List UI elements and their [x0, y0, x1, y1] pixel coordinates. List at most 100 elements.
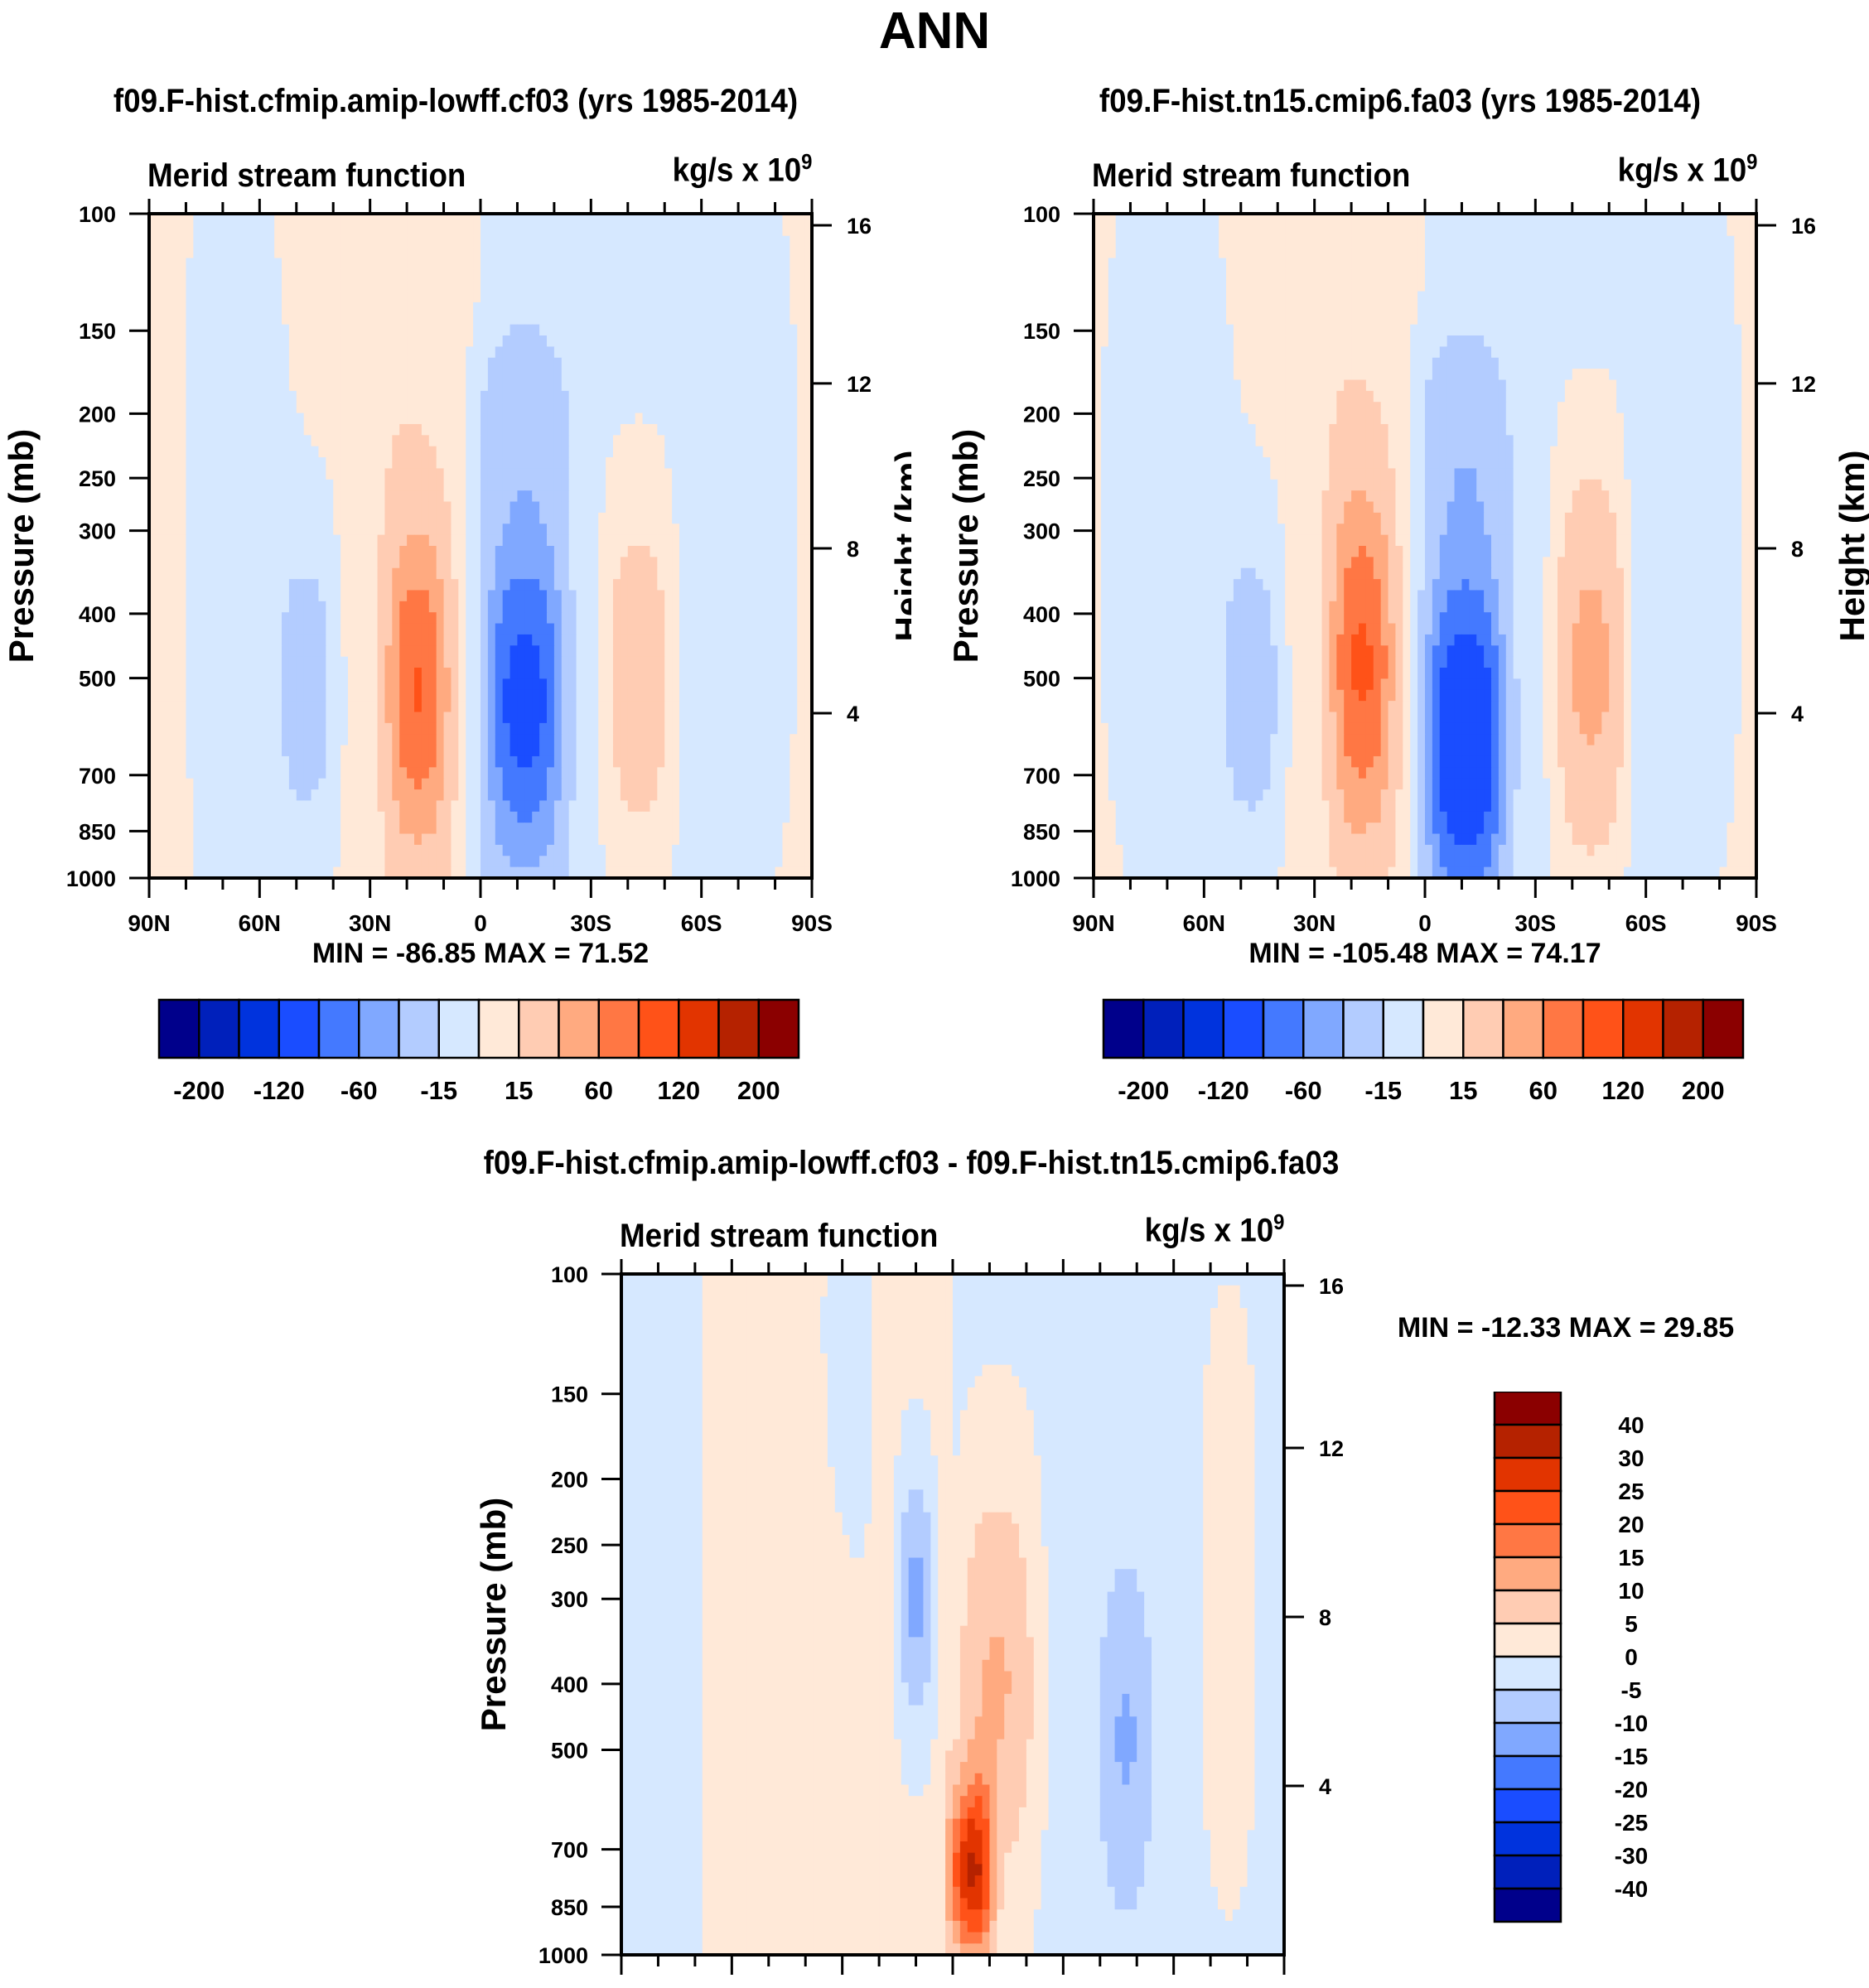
contour-cell	[568, 722, 577, 735]
contour-cell	[186, 390, 194, 403]
contour-cell	[708, 214, 717, 225]
contour-cell	[517, 767, 525, 779]
contour-cell	[752, 490, 761, 503]
contour-cell	[804, 590, 813, 602]
contour-cell	[502, 534, 511, 547]
contour-cell	[606, 668, 614, 679]
contour-cell	[642, 324, 651, 336]
contour-cell	[414, 745, 423, 757]
contour-cell	[510, 335, 519, 347]
contour-cell	[606, 534, 614, 547]
contour-cell	[451, 567, 459, 580]
contour-cell	[716, 734, 724, 746]
contour-cell	[171, 224, 180, 237]
contour-cell	[458, 623, 466, 635]
contour-cell	[606, 689, 614, 702]
contour-cell	[664, 224, 673, 237]
contour-cell	[782, 645, 790, 658]
contour-cell	[384, 590, 393, 602]
contour-cell	[782, 413, 790, 425]
contour-cell	[348, 811, 356, 823]
contour-cell	[458, 224, 466, 237]
contour-cell	[451, 634, 459, 646]
contour-cell	[296, 745, 305, 757]
contour-cell	[568, 413, 577, 425]
contour-cell	[200, 402, 209, 414]
contour-cell	[237, 402, 246, 414]
contour-cell	[296, 291, 305, 303]
contour-cell	[466, 258, 474, 270]
contour-cell	[553, 722, 563, 735]
contour-cell	[524, 546, 533, 557]
contour-cell	[790, 645, 798, 658]
contour-cell	[458, 590, 466, 602]
contour-cell	[362, 280, 371, 292]
contour-cell	[752, 291, 761, 303]
contour-cell	[487, 590, 496, 602]
contour-cell	[481, 335, 489, 347]
contour-cell	[598, 745, 606, 757]
contour-cell	[708, 457, 717, 470]
contour-cell	[576, 379, 585, 392]
contour-cell	[495, 357, 504, 369]
contour-cell	[627, 579, 636, 591]
contour-cell	[399, 402, 408, 414]
contour-cell	[752, 379, 761, 392]
contour-cell	[576, 501, 585, 514]
contour-cell	[635, 755, 644, 768]
contour-cell	[303, 390, 312, 403]
contour-cell	[598, 369, 606, 381]
contour-cell	[561, 247, 570, 259]
contour-cell	[200, 313, 209, 326]
contour-cell	[428, 734, 437, 746]
contour-cell	[244, 413, 254, 425]
contour-cell	[576, 291, 585, 303]
contour-cell	[553, 490, 563, 503]
contour-cell	[156, 557, 165, 569]
contour-cell	[229, 258, 239, 270]
contour-cell	[672, 567, 680, 580]
contour-cell	[288, 346, 297, 359]
contour-cell	[547, 734, 555, 746]
contour-cell	[326, 302, 334, 314]
contour-cell	[657, 346, 665, 359]
contour-cell	[532, 778, 540, 790]
contour-cell	[672, 468, 680, 480]
contour-cell	[208, 379, 216, 392]
contour-cell	[355, 335, 364, 347]
contour-cell	[627, 678, 636, 691]
contour-cell	[591, 811, 599, 823]
contour-cell	[679, 734, 688, 746]
contour-cell	[458, 479, 466, 491]
contour-cell	[355, 778, 364, 790]
contour-cell	[738, 291, 746, 303]
contour-cell	[377, 567, 386, 580]
contour-cell	[244, 214, 254, 225]
contour-cell	[171, 379, 180, 392]
contour-cell	[797, 479, 805, 491]
contour-cell	[487, 701, 496, 713]
contour-cell	[414, 789, 423, 802]
contour-cell	[568, 224, 577, 237]
contour-cell	[701, 668, 710, 679]
contour-cell	[804, 755, 813, 768]
contour-cell	[775, 346, 784, 359]
contour-cell	[613, 423, 621, 436]
contour-cell	[451, 745, 459, 757]
contour-cell	[282, 546, 290, 557]
contour-cell	[186, 324, 194, 336]
contour-cell	[229, 501, 239, 514]
contour-cell	[657, 214, 665, 225]
contour-cell	[782, 579, 790, 591]
contour-cell	[775, 413, 784, 425]
contour-cell	[767, 369, 776, 381]
contour-cell	[627, 390, 636, 403]
contour-cell	[326, 701, 334, 713]
contour-cell	[650, 546, 658, 557]
contour-cell	[752, 567, 761, 580]
contour-cell	[606, 235, 614, 248]
contour-cell	[311, 601, 320, 613]
contour-cell	[163, 235, 172, 248]
contour-cell	[797, 235, 805, 248]
contour-cell	[362, 778, 371, 790]
